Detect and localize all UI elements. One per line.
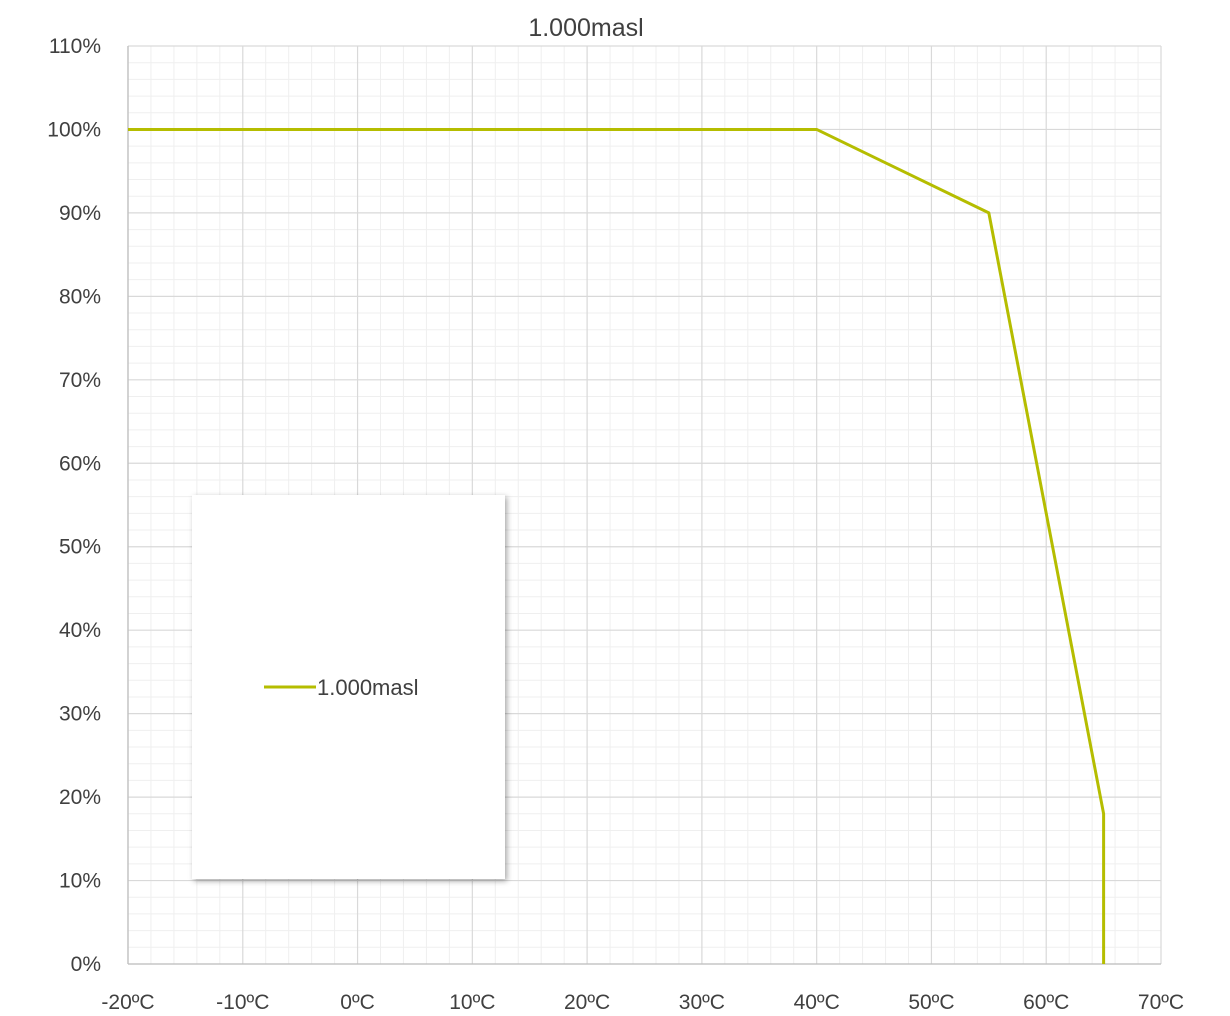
- x-tick-label: 0ºC: [340, 991, 375, 1014]
- y-tick-label: 0%: [71, 953, 101, 976]
- legend-entry: 1.000masl: [317, 675, 419, 700]
- axes: [127, 46, 1161, 965]
- chart-title: 1.000masl: [528, 14, 643, 42]
- y-tick-label: 90%: [59, 202, 101, 225]
- legend: 1.000masl: [192, 495, 505, 879]
- y-tick-label: 40%: [59, 619, 101, 642]
- legend-box: [192, 495, 505, 879]
- x-axis-tick-labels: -20ºC -10ºC 0ºC 10ºC 20ºC 30ºC 40ºC 50ºC 60ºC 70º…: [101, 991, 1184, 1014]
- x-tick-label: 10ºC: [449, 991, 495, 1014]
- y-tick-label: 50%: [59, 536, 101, 559]
- series-layer: [128, 127, 1106, 964]
- y-tick-label: 80%: [59, 285, 101, 308]
- y-tick-label: 100%: [47, 118, 101, 141]
- y-tick-label: 20%: [59, 786, 101, 809]
- x-tick-label: -10ºC: [216, 991, 269, 1014]
- x-tick-label: 30ºC: [679, 991, 725, 1014]
- y-axis-tick-labels: 0% 10% 20% 30% 40% 50% 60% 70% 80% 90% 100% 110%: [47, 35, 101, 976]
- x-tick-label: 20ºC: [564, 991, 610, 1014]
- y-tick-label: 110%: [49, 35, 101, 58]
- y-tick-label: 10%: [59, 870, 101, 893]
- y-tick-label: 70%: [59, 369, 101, 392]
- x-tick-label: 50ºC: [908, 991, 954, 1014]
- series-line: [128, 127, 1106, 964]
- x-tick-label: 40ºC: [794, 991, 840, 1014]
- x-tick-label: 60ºC: [1023, 991, 1069, 1014]
- x-tick-label: 70ºC: [1138, 991, 1184, 1014]
- x-tick-label: -20ºC: [101, 991, 154, 1014]
- y-tick-label: 60%: [59, 452, 101, 475]
- y-tick-label: 30%: [59, 703, 101, 726]
